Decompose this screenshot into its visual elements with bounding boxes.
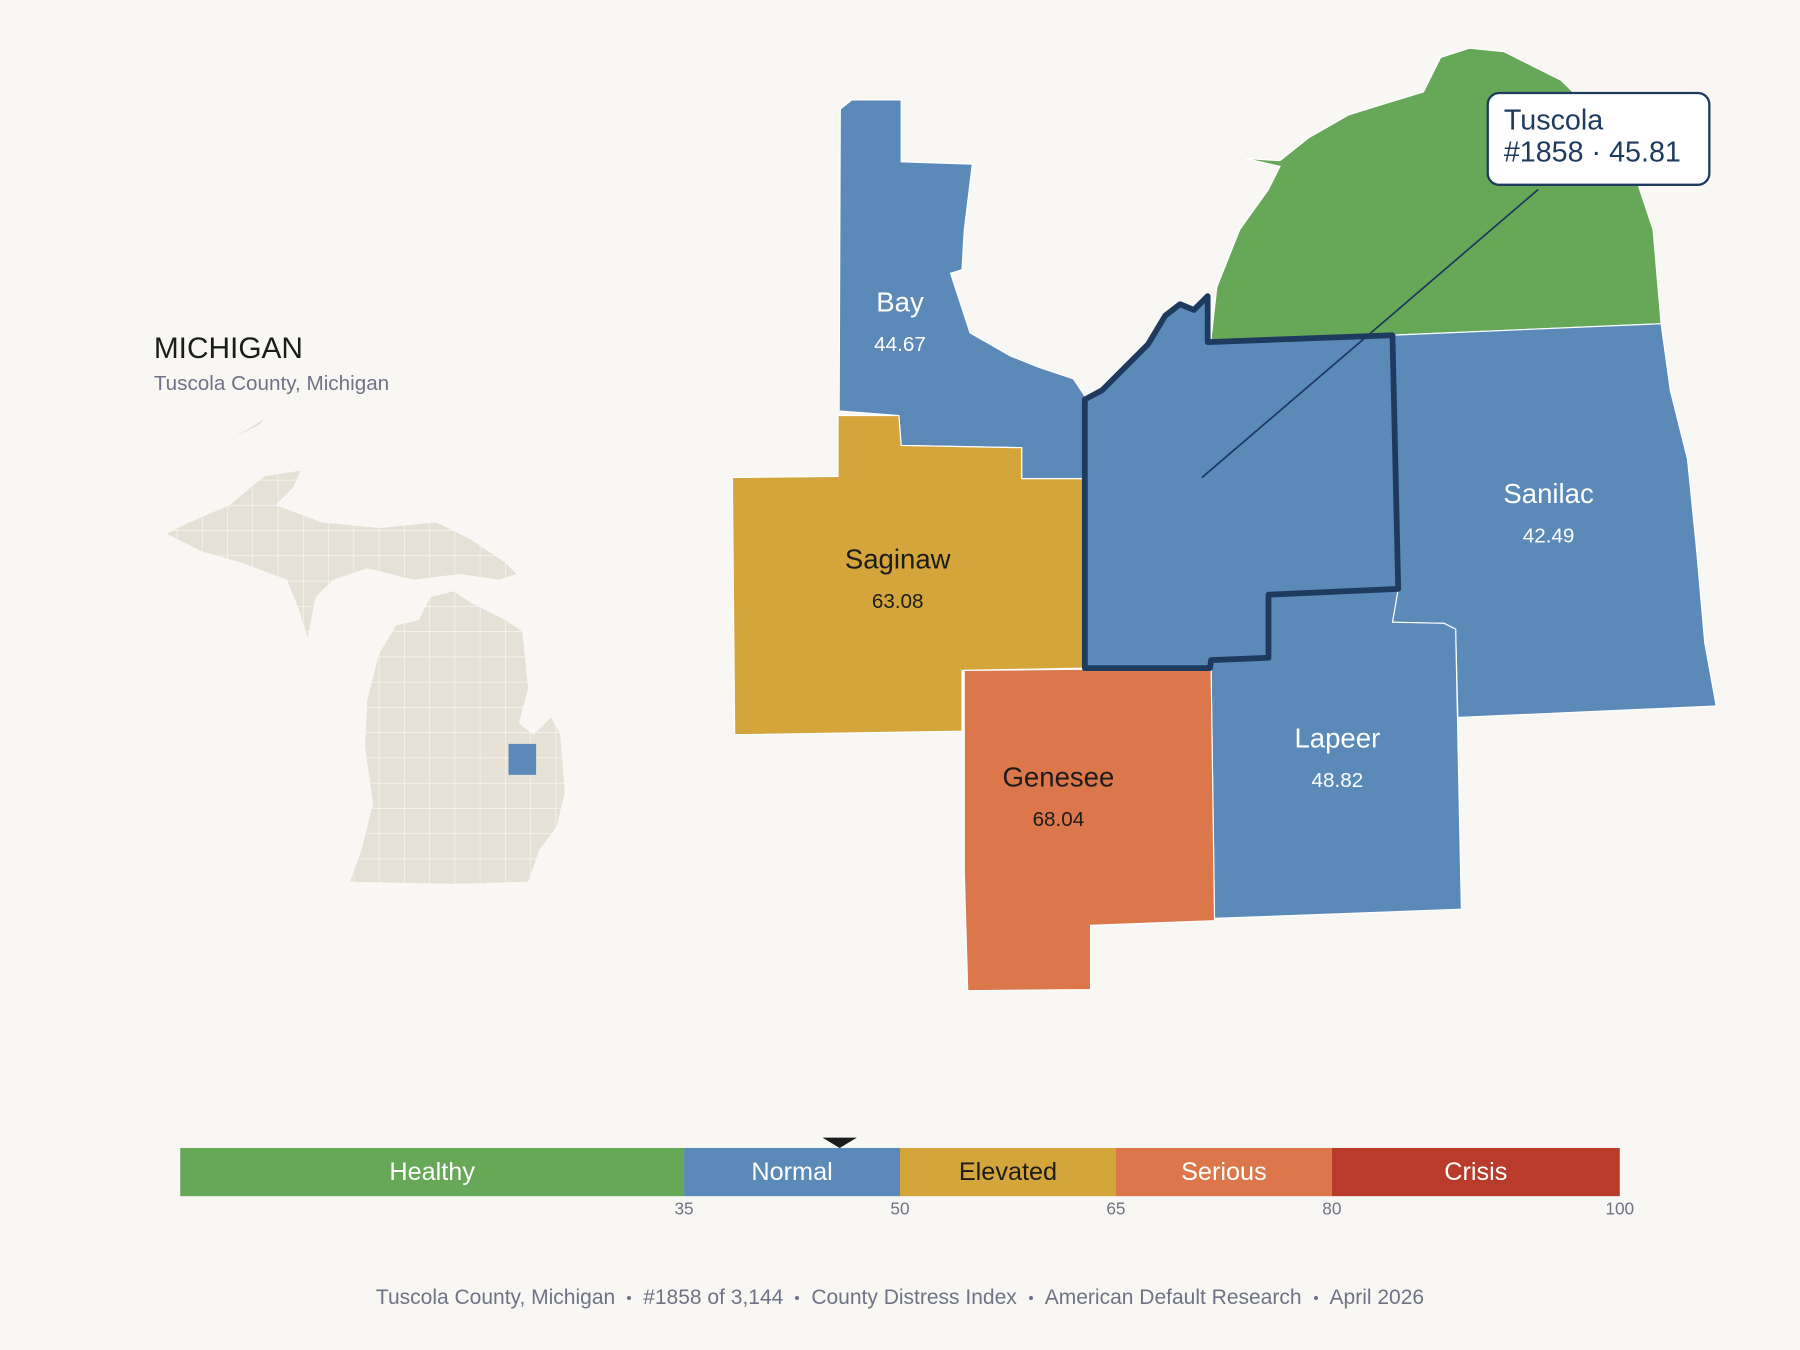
state-title: MICHIGAN — [154, 332, 303, 365]
legend-label: Elevated — [959, 1158, 1057, 1186]
state-shape — [166, 470, 565, 884]
island — [227, 419, 265, 442]
inset-highlight — [508, 743, 537, 775]
legend: Healthy Normal Elevated Serious Crisis 35 50 65… — [180, 1137, 1634, 1218]
county-score: 63.08 — [872, 590, 924, 613]
footer-item: Tuscola County, Michigan — [375, 1286, 616, 1309]
county-name: Saginaw — [845, 544, 951, 575]
separator — [1028, 1296, 1033, 1300]
county-name: Bay — [876, 286, 924, 317]
legend-marker — [822, 1137, 857, 1148]
county-name: Genesee — [1003, 762, 1115, 793]
separator — [1313, 1296, 1318, 1300]
legend-label: Normal — [751, 1158, 832, 1186]
county-name: Sanilac — [1503, 478, 1594, 509]
legend-tick-label: 100 — [1605, 1198, 1634, 1218]
separator — [795, 1296, 800, 1300]
footer: Tuscola County, Michigan #1858 of 3,144 Co… — [0, 1286, 1800, 1310]
county-score: 68.04 — [1033, 808, 1085, 831]
footer-item: County Distress Index — [811, 1286, 1017, 1309]
county-score: 42.49 — [1523, 525, 1575, 548]
county-score: 44.67 — [874, 333, 926, 356]
legend-band — [1115, 1147, 1332, 1197]
legend-band — [180, 1147, 685, 1197]
callout-rank: #1858 · 45.81 — [1504, 136, 1681, 168]
legend-tick-label: 35 — [674, 1198, 693, 1218]
footer-item: #1858 of 3,144 — [643, 1286, 784, 1309]
subtitle: Tuscola County, Michigan — [154, 372, 389, 395]
callout-box — [1486, 91, 1711, 186]
legend-tick-label: 65 — [1106, 1198, 1125, 1218]
legend-label: Serious — [1181, 1158, 1267, 1186]
callout-name: Tuscola — [1504, 104, 1603, 136]
legend-band — [684, 1147, 900, 1197]
legend-tick-label: 80 — [1322, 1198, 1341, 1218]
separator — [627, 1296, 632, 1300]
counties: Bay 44.67 Saginaw 63.08 Sanilac 42.49 Lapeer 48… — [731, 99, 1717, 992]
leader-line — [1201, 188, 1539, 479]
state-inset — [166, 419, 565, 884]
selected-county — [1081, 293, 1402, 671]
legend-label: Healthy — [389, 1158, 475, 1186]
legend-band — [900, 1147, 1116, 1197]
county-score: 48.82 — [1312, 769, 1364, 792]
legend-tick-label: 50 — [890, 1198, 909, 1218]
footer-item: American Default Research — [1044, 1286, 1302, 1309]
county-name: Lapeer — [1294, 723, 1380, 754]
legend-label: Crisis — [1444, 1158, 1507, 1186]
legend-band — [1331, 1147, 1620, 1197]
county — [963, 667, 1216, 992]
footer-item: April 2026 — [1329, 1286, 1425, 1309]
